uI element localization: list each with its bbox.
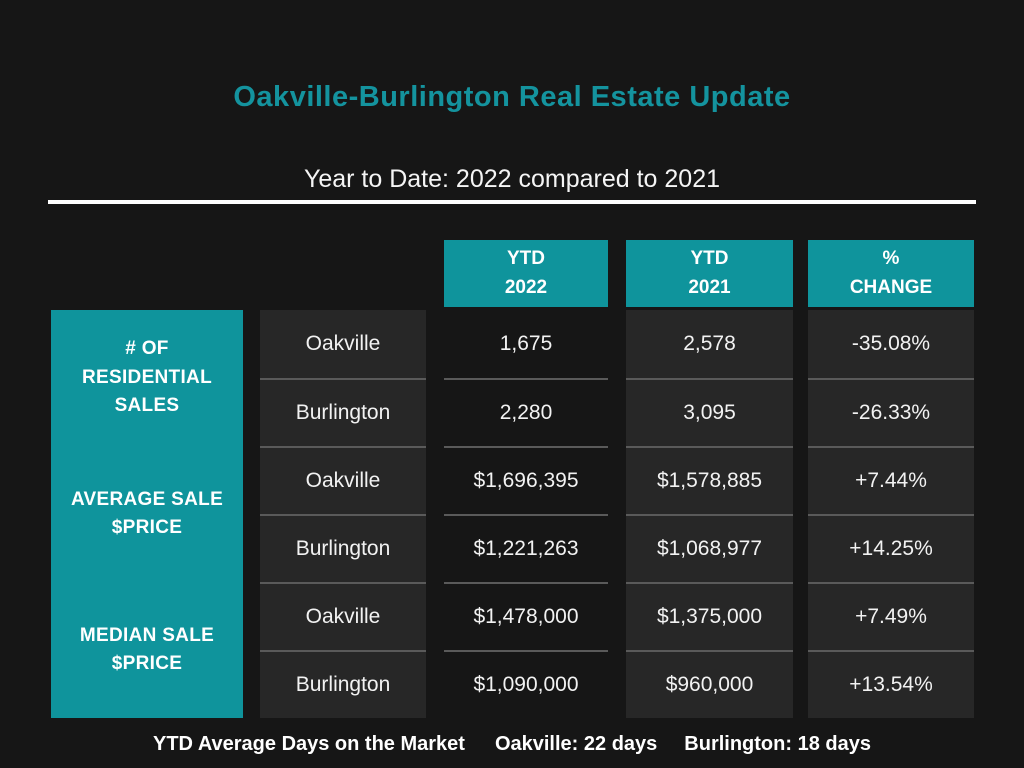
pct-change-cell: +14.25% — [808, 514, 974, 582]
metric-label-residential-sales: # OF RESIDENTIAL SALES — [82, 338, 212, 417]
column-header-ytd-2021: YTD 2021 — [626, 240, 793, 307]
ytd-2022-cell: 2,280 — [444, 378, 608, 446]
city-cell: Oakville — [260, 310, 426, 378]
ytd-2021-cell: $1,375,000 — [626, 582, 793, 650]
footer-stats: YTD Average Days on the Market Oakville:… — [0, 733, 1024, 756]
ytd-2022-cell: $1,478,000 — [444, 582, 608, 650]
divider-line — [48, 200, 976, 204]
city-cell: Oakville — [260, 582, 426, 650]
oakville-days-value: Oakville: 22 days — [494, 733, 658, 755]
pct-change-cell: -26.33% — [808, 378, 974, 446]
ytd-2022-cell: $1,221,263 — [444, 514, 608, 582]
ytd-2022-cell: $1,696,395 — [444, 446, 608, 514]
metric-label-box: # OF RESIDENTIAL SALES AVERAGE SALE $PRI… — [51, 310, 243, 718]
city-cell: Oakville — [260, 446, 426, 514]
metric-label-average-sale-price: AVERAGE SALE $PRICE — [70, 488, 224, 539]
page-title: Oakville-Burlington Real Estate Update — [233, 81, 791, 113]
city-cell: Burlington — [260, 514, 426, 582]
ytd-2021-cell: $1,578,885 — [626, 446, 793, 514]
ytd-2021-cell: $1,068,977 — [626, 514, 793, 582]
ytd-2021-cell: 2,578 — [626, 310, 793, 378]
ytd-2021-cell: 3,095 — [626, 378, 793, 446]
city-cell: Burlington — [260, 378, 426, 446]
burlington-days-value: Burlington: 18 days — [684, 733, 871, 755]
comparison-table: YTD 2022 YTD 2021 % CHANGE # OF RESIDENT… — [51, 240, 974, 718]
pct-change-cell: -35.08% — [808, 310, 974, 378]
ytd-2021-cell: $960,000 — [626, 650, 793, 718]
pct-change-cell: +7.44% — [808, 446, 974, 514]
city-cell: Burlington — [260, 650, 426, 718]
column-header-pct-change: % CHANGE — [808, 240, 974, 307]
column-header-ytd-2022: YTD 2022 — [444, 240, 608, 307]
days-on-market-label: YTD Average Days on the Market — [153, 733, 465, 755]
pct-change-cell: +13.54% — [808, 650, 974, 718]
metric-label-median-sale-price: MEDIAN SALE $PRICE — [79, 624, 215, 675]
pct-change-cell: +7.49% — [808, 582, 974, 650]
ytd-2022-cell: 1,675 — [499, 332, 553, 355]
ytd-2022-cell: $1,090,000 — [444, 650, 608, 718]
page-subtitle: Year to Date: 2022 compared to 2021 — [303, 165, 721, 193]
